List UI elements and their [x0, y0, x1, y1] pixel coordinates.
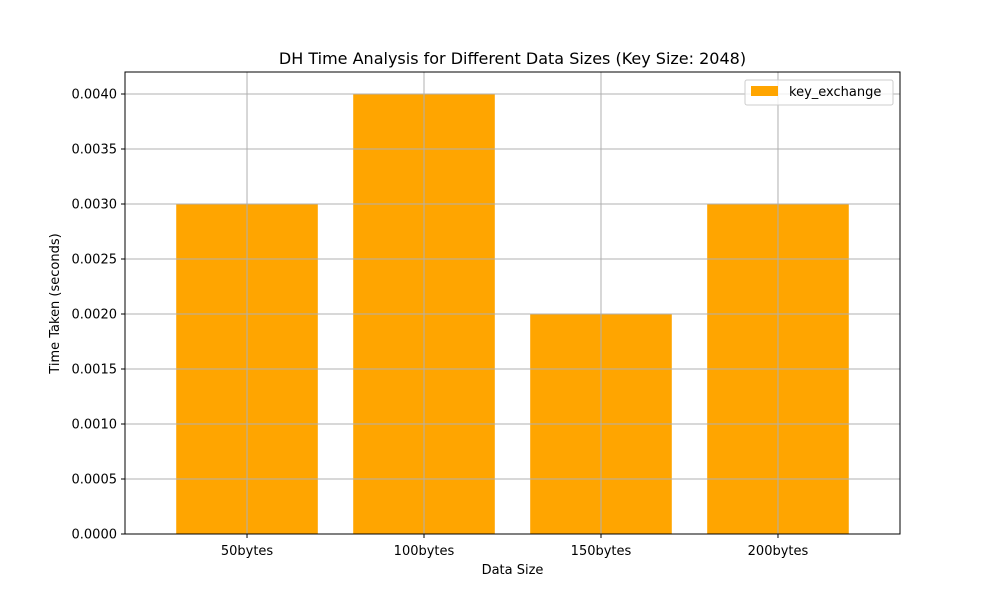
x-tick-label: 100bytes — [394, 544, 455, 559]
tick-layer: 0.0000 0.0005 0.0010 0.0015 0.0020 0.0025 0.00… — [72, 88, 809, 560]
x-tick-label: 150bytes — [571, 544, 632, 559]
y-tick-label: 0.0005 — [72, 473, 118, 488]
legend-label: key_exchange — [789, 85, 881, 100]
plot-area-frame — [124, 71, 901, 535]
x-tick-label: 200bytes — [748, 544, 809, 559]
y-tick-label: 0.0030 — [72, 198, 118, 213]
y-tick-label: 0.0025 — [72, 253, 118, 268]
legend: key_exchange — [744, 79, 894, 106]
x-tick-label: 50bytes — [221, 544, 274, 559]
chart-title: DH Time Analysis for Different Data Size… — [279, 49, 746, 68]
y-tick-label: 0.0015 — [72, 363, 118, 378]
x-axis-label: Data Size — [482, 563, 544, 578]
y-tick-label: 0.0035 — [72, 143, 118, 158]
y-tick-label: 0.0020 — [72, 308, 118, 323]
y-axis-label: Time Taken (seconds) — [48, 233, 63, 374]
legend-box — [744, 79, 894, 106]
legend-swatch — [751, 86, 778, 96]
y-tick-label: 0.0000 — [72, 528, 118, 543]
y-tick-label: 0.0010 — [72, 418, 118, 433]
y-tick-label: 0.0040 — [72, 88, 118, 103]
